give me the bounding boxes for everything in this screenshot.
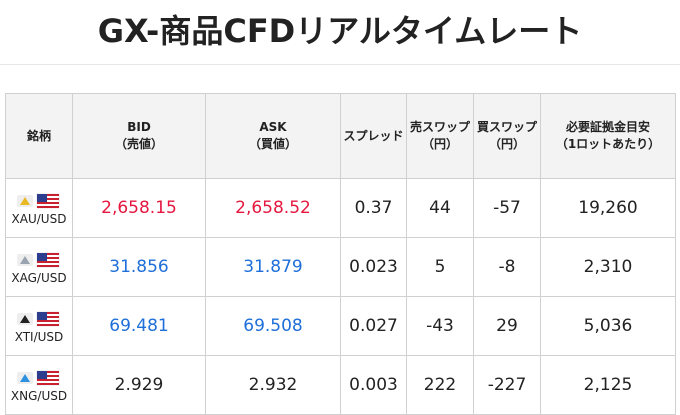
symbol-icon — [17, 252, 60, 267]
column-header: ASK （買値） — [205, 93, 341, 179]
column-header: スプレッド — [340, 93, 407, 179]
header-line: 必要証拠金目安 — [565, 120, 650, 134]
cell: 2.932 — [205, 355, 341, 415]
cell: 5 — [406, 237, 474, 297]
symbol-cell: XAG/USD — [5, 237, 73, 297]
cell: 31.856 — [72, 237, 206, 297]
cell: 2,658.52 — [205, 178, 341, 238]
symbol: XAU/USD — [11, 211, 67, 226]
cell: 2,125 — [540, 355, 676, 415]
cell: 2,310 — [540, 237, 676, 297]
cell: 69.508 — [205, 296, 341, 356]
cell: -57 — [473, 178, 541, 238]
cell: 29 — [473, 296, 541, 356]
cell: 2,658.15 — [72, 178, 206, 238]
header-line: 銘柄 — [26, 128, 51, 143]
rate-row: XAU/USD 2,658.15 2,658.52 0.37 44 -57 19,260 — [5, 178, 676, 238]
header-line: スプレッド — [343, 128, 404, 143]
symbol: XTI/USD — [14, 329, 64, 344]
cell: -8 — [473, 237, 541, 297]
symbol-cell: XTI/USD — [5, 296, 73, 356]
header-line: （円） — [421, 137, 458, 151]
header-line: 売スワップ — [409, 120, 470, 134]
cell: 0.023 — [340, 237, 407, 297]
header-line: （売値） — [114, 137, 163, 151]
symbol: XAG/USD — [11, 270, 67, 285]
rate-row: XAG/USD 31.856 31.879 0.023 5 -8 2,310 — [5, 237, 676, 297]
header-line: BID — [127, 120, 151, 134]
header-line: ASK — [259, 120, 287, 134]
symbol-icon — [17, 370, 60, 385]
cell: 0.37 — [340, 178, 407, 238]
column-header: 買スワップ （円） — [473, 93, 541, 179]
title: GX-商品CFDリアルタイムレート — [0, 0, 680, 65]
column-header: 銘柄 — [5, 93, 73, 179]
table-body: XAU/USD 2,658.15 2,658.52 0.37 44 -57 19,260 X… — [5, 178, 676, 415]
symbol-icon — [17, 193, 60, 208]
header-line: （買値） — [248, 137, 297, 151]
header-row: 銘柄 BID （売値） ASK （買値） スプレッド 売スワップ （円） 買スワップ （円） 必要証… — [5, 93, 676, 179]
cell: 5,036 — [540, 296, 676, 356]
cell: 0.003 — [340, 355, 407, 415]
column-header: 売スワップ （円） — [406, 93, 474, 179]
cell: -227 — [473, 355, 541, 415]
rate-row: XTI/USD 69.481 69.508 0.027 -43 29 5,036 — [5, 296, 676, 356]
symbol: XNG/USD — [10, 388, 68, 403]
cell: -43 — [406, 296, 474, 356]
cell: 0.027 — [340, 296, 407, 356]
rate-table: 銘柄 BID （売値） ASK （買値） スプレッド 売スワップ （円） 買スワップ （円） 必要証… — [5, 93, 676, 415]
column-header: 必要証拠金目安 （1ロットあたり） — [540, 93, 676, 179]
symbol-cell: XAU/USD — [5, 178, 73, 238]
symbol-cell: XNG/USD — [5, 355, 73, 415]
column-header: BID （売値） — [72, 93, 206, 179]
header-line: （円） — [488, 137, 525, 151]
cell: 44 — [406, 178, 474, 238]
header-line: 買スワップ — [476, 120, 537, 134]
cell: 2.929 — [72, 355, 206, 415]
cell: 222 — [406, 355, 474, 415]
cell: 31.879 — [205, 237, 341, 297]
header-line: （1ロットあたり） — [555, 137, 661, 151]
cell: 19,260 — [540, 178, 676, 238]
cell: 69.481 — [72, 296, 206, 356]
symbol-icon — [17, 311, 60, 326]
rate-row: XNG/USD 2.929 2.932 0.003 222 -227 2,125 — [5, 355, 676, 415]
